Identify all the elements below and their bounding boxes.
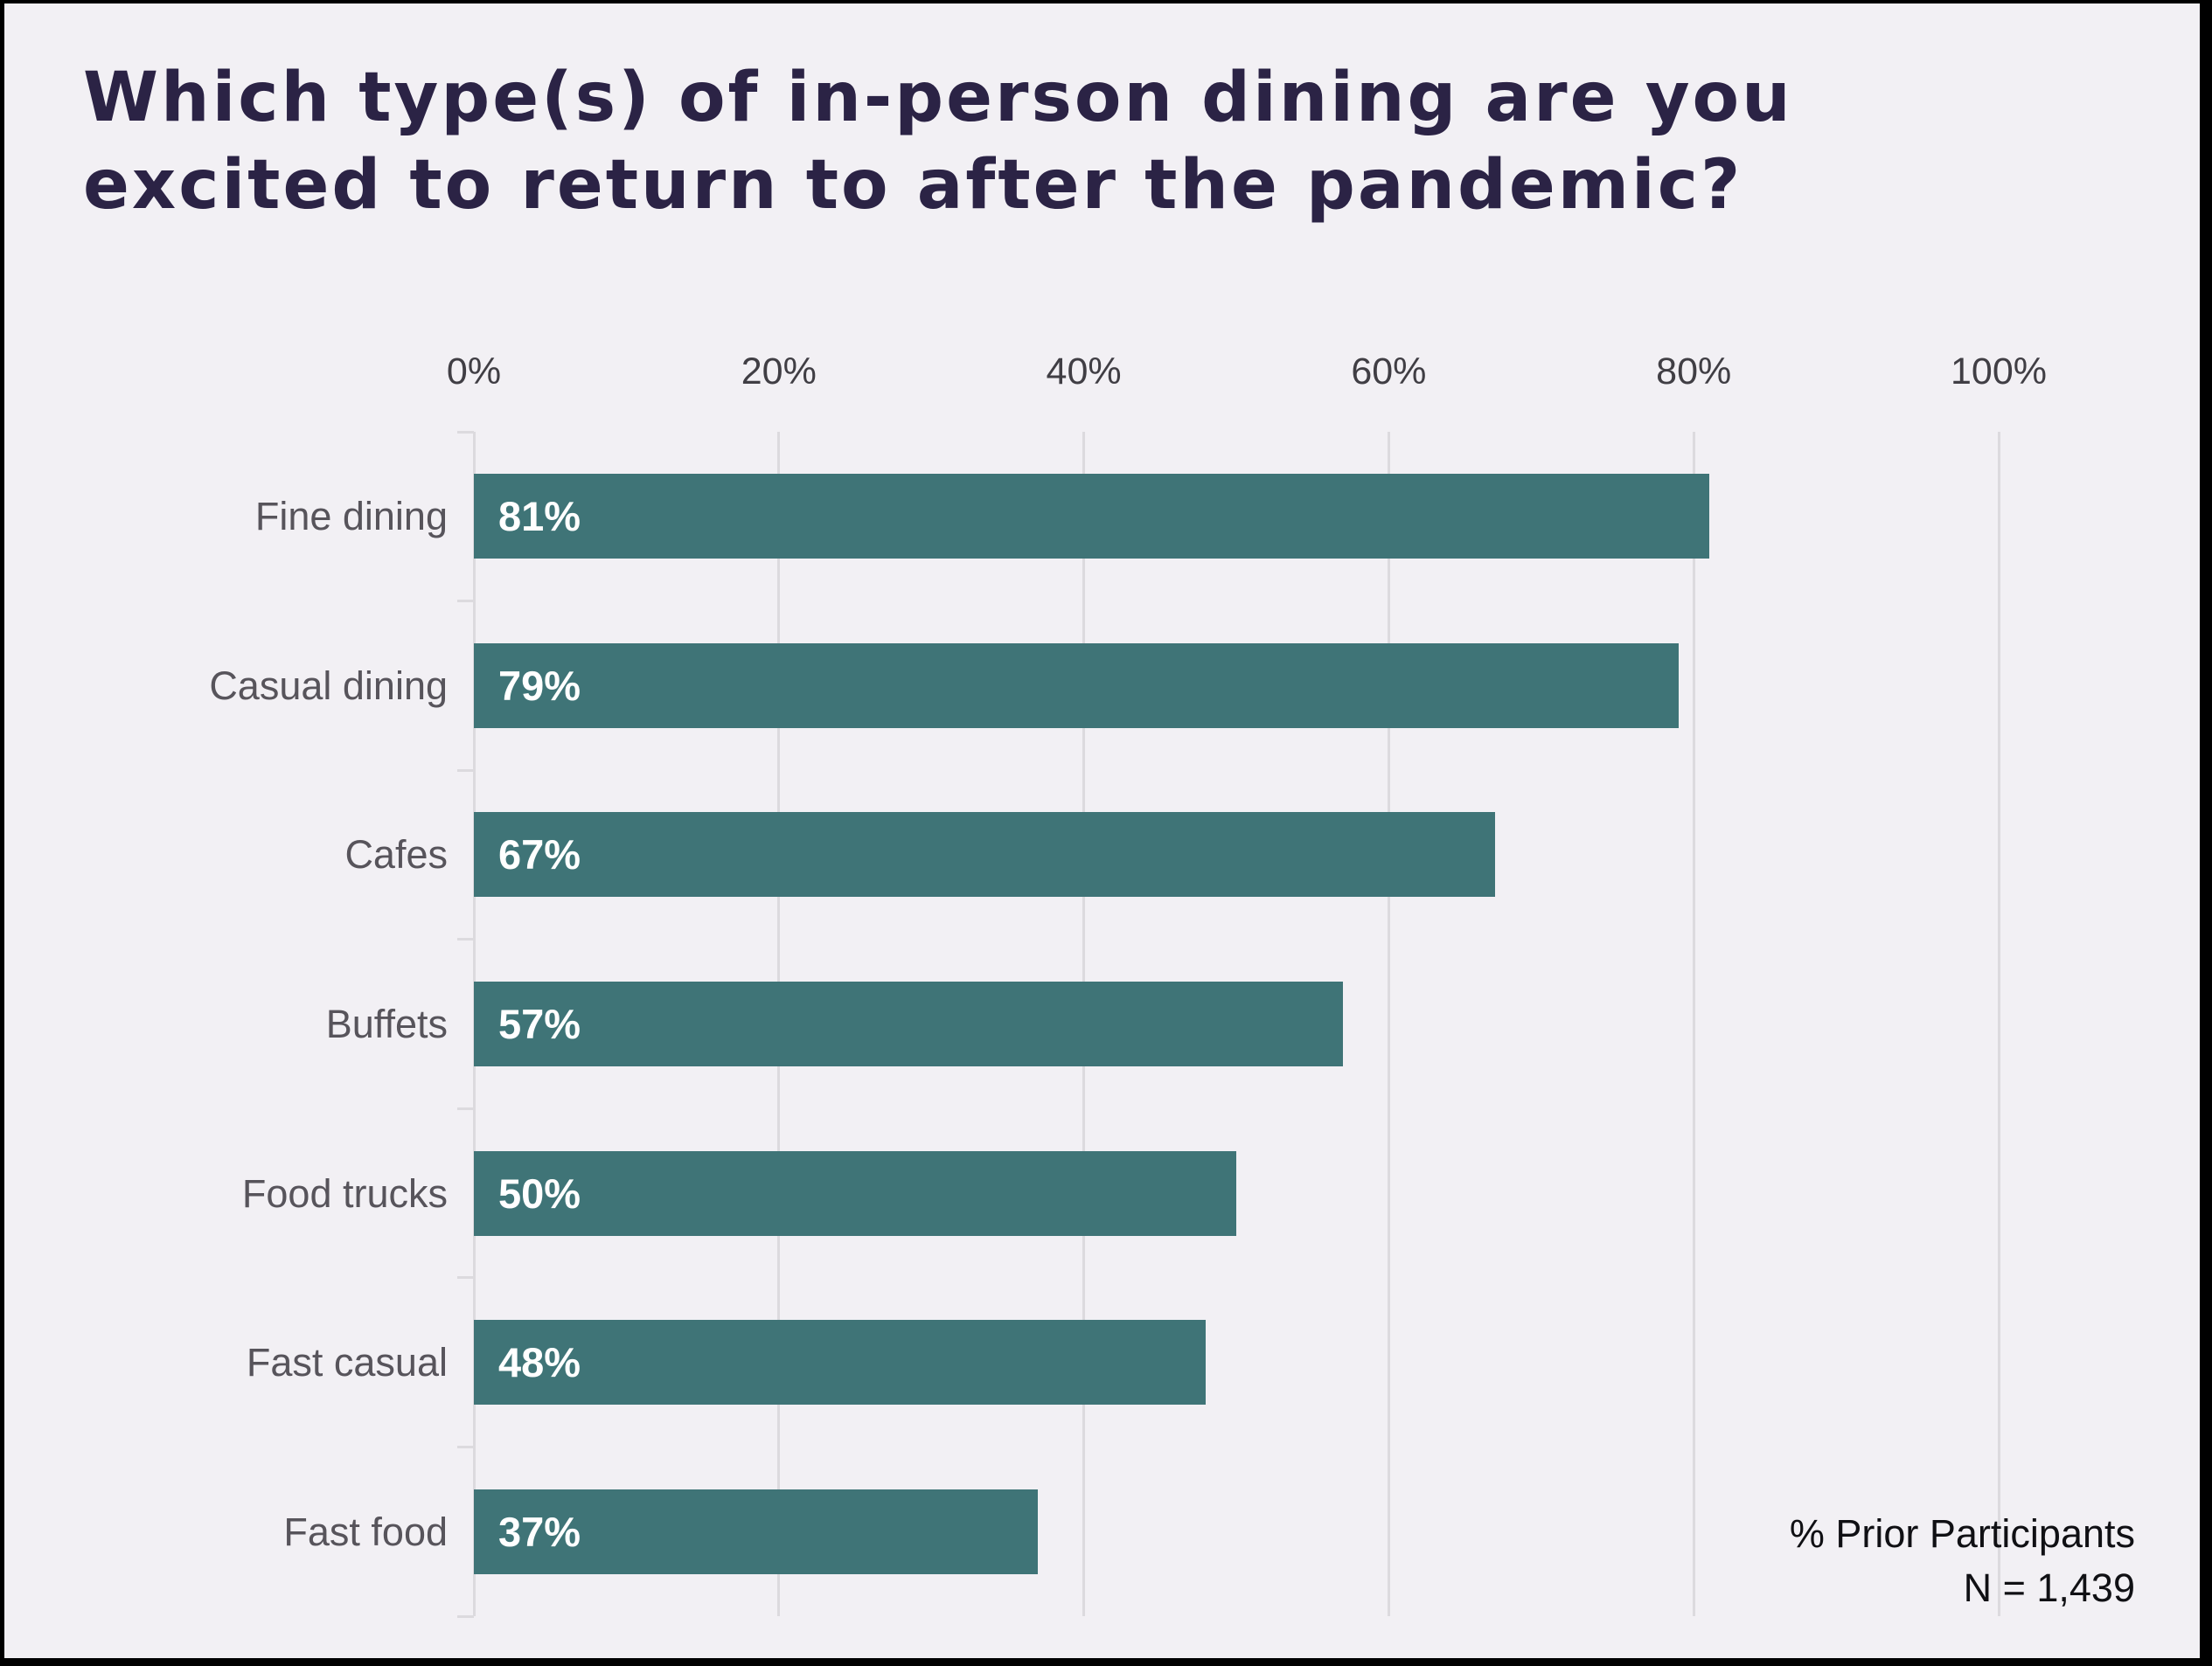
bar-fast-food: 37%: [474, 1489, 1039, 1574]
y-axis-tick: [457, 1276, 474, 1280]
bar-casual-dining: 79%: [474, 642, 1679, 728]
category-label-food-trucks: Food trucks: [241, 1170, 448, 1216]
x-tick-label: 40%: [1046, 351, 1122, 392]
chart-canvas: Which type(s) of in-person dining are yo…: [4, 3, 2200, 1658]
category-label-fast-casual: Fast casual: [246, 1340, 448, 1385]
category-label-casual-dining: Casual dining: [209, 663, 448, 708]
chart-title: Which type(s) of in-person dining are yo…: [83, 54, 1793, 229]
category-label-buffets: Buffets: [325, 1002, 448, 1046]
bar-fast-casual: 48%: [474, 1320, 1207, 1406]
footnote-participants: % Prior Participants: [1789, 1511, 2135, 1556]
footnote: % Prior Participants N = 1,439: [1790, 1507, 2135, 1615]
bar-value-label: 81%: [498, 493, 581, 540]
y-axis-tick: [457, 938, 474, 941]
category-label-fast-food: Fast food: [283, 1509, 448, 1554]
x-tick-label: 0%: [446, 351, 502, 392]
bar-fine-dining: 81%: [474, 474, 1709, 559]
chart-title-line1: Which type(s) of in-person dining are yo…: [83, 59, 1793, 137]
bar-value-label: 50%: [498, 1170, 581, 1217]
bar-cafes: 67%: [474, 812, 1496, 898]
category-label-cafes: Cafes: [344, 832, 448, 878]
gridline: [1997, 432, 2000, 1616]
gridline: [1387, 432, 1390, 1616]
bar-value-label: 57%: [498, 1001, 581, 1047]
footnote-sample-size: N = 1,439: [1963, 1565, 2135, 1610]
category-label-fine-dining: Fine dining: [254, 494, 448, 539]
y-axis-tick: [457, 1107, 474, 1110]
x-tick-label: 80%: [1656, 351, 1732, 392]
bar-value-label: 37%: [498, 1508, 581, 1555]
bar-buffets: 57%: [474, 982, 1344, 1066]
bar-value-label: 48%: [498, 1339, 581, 1386]
gridline: [1692, 432, 1695, 1616]
bar-value-label: 79%: [498, 662, 581, 709]
y-axis-tick: [457, 768, 474, 772]
y-axis-tick: [457, 1614, 474, 1618]
bar-food-trucks: 50%: [474, 1150, 1236, 1236]
chart-title-line2: excited to return to after the pandemic?: [83, 146, 1743, 225]
y-axis-tick: [457, 430, 474, 434]
y-axis-tick: [457, 1445, 474, 1448]
x-tick-label: 100%: [1951, 351, 2047, 392]
x-tick-label: 60%: [1351, 351, 1427, 392]
bar-value-label: 67%: [498, 831, 581, 878]
y-axis-tick: [457, 600, 474, 603]
x-tick-label: 20%: [741, 351, 817, 392]
